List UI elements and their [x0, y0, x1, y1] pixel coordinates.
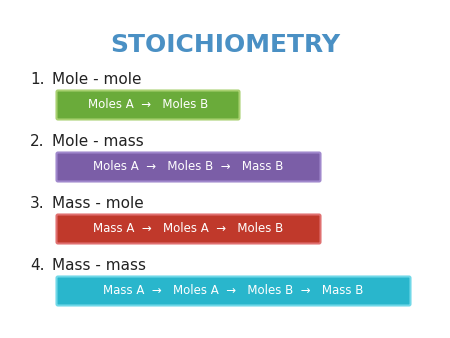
FancyBboxPatch shape	[57, 215, 320, 243]
Text: Mass A  →   Moles A  →   Moles B  →   Mass B: Mass A → Moles A → Moles B → Mass B	[104, 285, 364, 297]
Text: 1.: 1.	[30, 72, 45, 88]
Text: Mass - mass: Mass - mass	[52, 259, 146, 273]
Text: Mole - mass: Mole - mass	[52, 135, 144, 149]
Text: 4.: 4.	[30, 259, 45, 273]
Text: Mass - mole: Mass - mole	[52, 196, 144, 212]
Text: Mole - mole: Mole - mole	[52, 72, 141, 88]
Text: Moles A  →   Moles B  →   Mass B: Moles A → Moles B → Mass B	[93, 161, 284, 173]
FancyBboxPatch shape	[57, 152, 320, 182]
Text: Moles A  →   Moles B: Moles A → Moles B	[88, 98, 208, 112]
Text: STOICHIOMETRY: STOICHIOMETRY	[110, 33, 340, 57]
Text: Mass A  →   Moles A  →   Moles B: Mass A → Moles A → Moles B	[94, 222, 284, 236]
Text: 2.: 2.	[30, 135, 45, 149]
Text: 3.: 3.	[30, 196, 45, 212]
FancyBboxPatch shape	[57, 91, 239, 120]
FancyBboxPatch shape	[57, 276, 410, 306]
